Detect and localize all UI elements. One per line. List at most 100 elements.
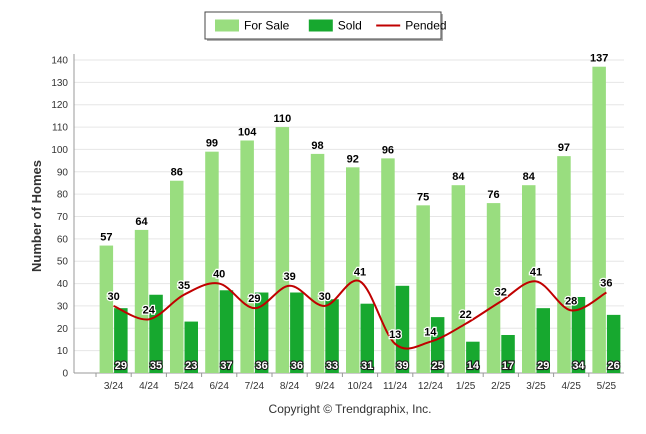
legend-swatch-for-sale bbox=[215, 19, 239, 32]
x-tick-label: 4/25 bbox=[561, 381, 581, 392]
y-tick-label: 120 bbox=[51, 100, 68, 111]
bar-for-sale bbox=[557, 156, 571, 373]
bar-sold bbox=[466, 341, 480, 373]
bar-for-sale bbox=[275, 127, 290, 373]
for-sale-value-label: 99 bbox=[206, 138, 218, 150]
y-tick-label: 90 bbox=[57, 167, 69, 178]
for-sale-value-label: 76 bbox=[487, 189, 499, 201]
y-tick-label: 30 bbox=[57, 301, 69, 312]
x-tick-label: 2/25 bbox=[491, 381, 511, 392]
sold-value-label: 14 bbox=[467, 360, 480, 372]
for-sale-value-label: 64 bbox=[135, 216, 148, 228]
pended-value-label: 41 bbox=[530, 266, 542, 278]
x-tick-label: 3/24 bbox=[104, 381, 124, 392]
bar-sold bbox=[571, 296, 586, 373]
x-tick-label: 1/25 bbox=[456, 381, 476, 392]
bar-sold bbox=[606, 314, 621, 373]
x-tick-label: 11/24 bbox=[383, 381, 408, 392]
pended-value-label: 30 bbox=[319, 291, 331, 303]
y-tick-label: 20 bbox=[57, 324, 69, 335]
pended-value-label: 22 bbox=[459, 309, 471, 321]
y-tick-label: 130 bbox=[51, 78, 68, 89]
sold-value-label: 25 bbox=[432, 360, 444, 372]
legend-label: Pended bbox=[405, 19, 446, 33]
pended-value-label: 30 bbox=[107, 291, 119, 303]
bar-sold bbox=[290, 292, 304, 373]
bar-for-sale bbox=[451, 185, 466, 373]
y-tick-label: 80 bbox=[57, 190, 69, 201]
y-axis-label: Number of Homes bbox=[29, 160, 44, 272]
bar-sold bbox=[360, 303, 374, 373]
pended-value-label: 40 bbox=[213, 269, 225, 281]
pended-value-label: 32 bbox=[495, 286, 507, 298]
bar-for-sale bbox=[486, 203, 501, 373]
sold-value-label: 36 bbox=[256, 360, 268, 372]
legend-label: Sold bbox=[338, 19, 362, 33]
bar-for-sale bbox=[310, 153, 325, 373]
bar-for-sale bbox=[381, 158, 395, 373]
bar-for-sale bbox=[240, 140, 254, 373]
legend-label: For Sale bbox=[244, 19, 290, 33]
y-tick-label: 40 bbox=[57, 279, 69, 290]
bar-sold bbox=[184, 321, 198, 373]
x-tick-label: 7/24 bbox=[245, 381, 265, 392]
sold-value-label: 29 bbox=[537, 360, 549, 372]
for-sale-value-label: 96 bbox=[382, 144, 394, 156]
sold-value-label: 35 bbox=[150, 360, 162, 372]
pended-value-label: 41 bbox=[354, 266, 366, 278]
pended-line bbox=[113, 279, 607, 350]
pended-value-label: 29 bbox=[248, 293, 260, 305]
bar-for-sale bbox=[346, 167, 360, 373]
data-labels: 57 64 86 99 104 110 98 92 96 75 84 76 84 97 137 29 35 23 3… bbox=[100, 53, 621, 373]
x-tick-label: 12/24 bbox=[418, 381, 443, 392]
sold-value-label: 36 bbox=[291, 360, 303, 372]
legend: For Sale Sold Pended bbox=[204, 11, 447, 41]
sold-value-label: 31 bbox=[361, 360, 373, 372]
x-tick-label: 3/25 bbox=[526, 381, 546, 392]
for-sale-value-label: 84 bbox=[523, 171, 536, 183]
x-tick-label: 10/24 bbox=[347, 381, 372, 392]
y-tick-label: 50 bbox=[57, 257, 69, 268]
for-sale-value-label: 57 bbox=[100, 232, 112, 244]
bar-sold bbox=[395, 285, 410, 373]
for-sale-value-label: 84 bbox=[452, 171, 465, 183]
x-tick-label: 9/24 bbox=[315, 381, 335, 392]
y-tick-label: 140 bbox=[51, 56, 68, 67]
pended-value-label: 39 bbox=[283, 271, 295, 283]
y-tick-label: 110 bbox=[52, 123, 68, 134]
pended-value-label: 13 bbox=[389, 329, 401, 341]
pended-value-label: 28 bbox=[565, 295, 577, 307]
for-sale-value-label: 110 bbox=[273, 113, 291, 125]
for-sale-value-label: 104 bbox=[238, 126, 257, 138]
bar-for-sale bbox=[522, 185, 536, 373]
sold-value-label: 17 bbox=[502, 360, 514, 372]
sold-value-label: 33 bbox=[326, 360, 338, 372]
bar-for-sale bbox=[592, 66, 606, 373]
pended-value-label: 14 bbox=[424, 327, 437, 339]
sold-value-label: 37 bbox=[220, 360, 232, 372]
for-sale-value-label: 75 bbox=[417, 191, 429, 203]
for-sale-value-label: 92 bbox=[347, 153, 359, 165]
sold-value-label: 29 bbox=[115, 360, 127, 372]
sold-value-label: 26 bbox=[608, 360, 620, 372]
sold-value-label: 34 bbox=[572, 360, 585, 372]
bar-for-sale bbox=[205, 151, 219, 373]
sold-value-label: 23 bbox=[185, 360, 197, 372]
x-tick-label: 4/24 bbox=[139, 381, 159, 392]
bar-sold bbox=[430, 317, 445, 373]
for-sale-value-label: 86 bbox=[171, 167, 183, 179]
bar-for-sale bbox=[416, 205, 430, 373]
pended-value-label: 35 bbox=[178, 280, 190, 292]
bar-sold bbox=[219, 290, 234, 373]
bar-for-sale bbox=[99, 245, 114, 373]
x-tick-label: 6/24 bbox=[209, 381, 229, 392]
pended-value-label: 36 bbox=[600, 278, 612, 290]
bar-sold bbox=[325, 299, 339, 373]
y-tick-label: 10 bbox=[57, 346, 69, 357]
for-sale-value-label: 137 bbox=[590, 53, 608, 65]
bars bbox=[99, 66, 621, 373]
x-tick-label: 5/25 bbox=[597, 381, 617, 392]
bar-sold bbox=[501, 334, 515, 373]
bar-sold bbox=[254, 292, 269, 373]
